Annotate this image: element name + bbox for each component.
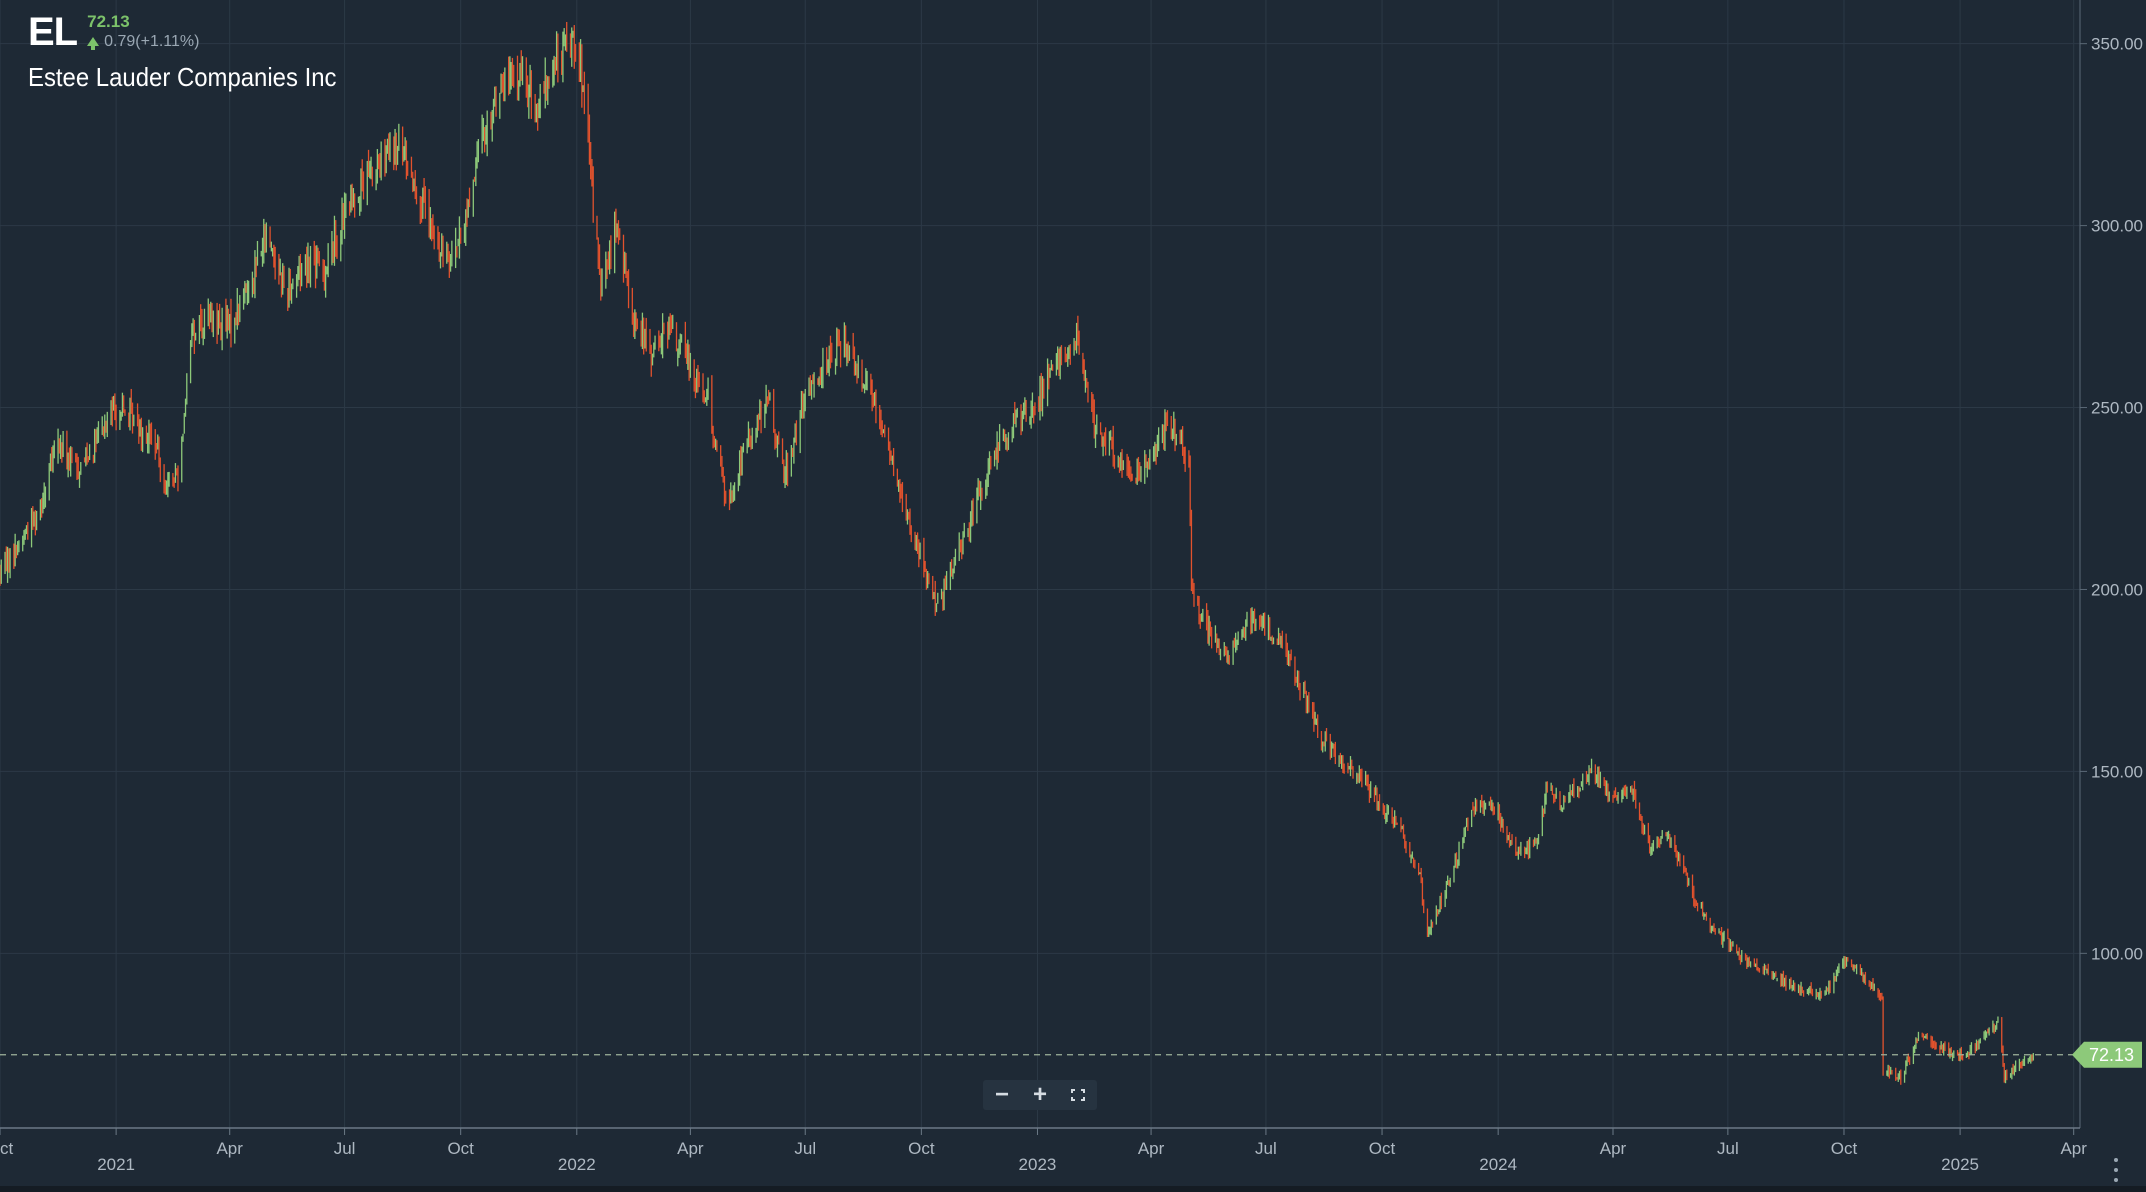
x-tick-label: 2022 [558, 1155, 596, 1174]
fit-screen-icon[interactable] [1061, 1088, 1095, 1102]
x-tick-label: Jul [1255, 1139, 1277, 1158]
price-change: 0.79(+1.11%) [87, 32, 199, 52]
y-tick-label: 150.00 [2091, 762, 2143, 781]
bottom-strip [0, 1186, 2146, 1192]
x-tick-label: Oct [447, 1139, 474, 1158]
x-tick-label: Apr [1138, 1139, 1165, 1158]
x-tick-label: Apr [2060, 1139, 2087, 1158]
last-price-label: 72.13 [2089, 1045, 2134, 1065]
y-tick-label: 350.00 [2091, 35, 2143, 54]
quote-header: EL 72.13 0.79(+1.11%) Estee Lauder Compa… [28, 10, 363, 93]
candlestick-series [0, 21, 2034, 1085]
x-tick-label: Jul [1717, 1139, 1739, 1158]
arrow-up-icon [87, 36, 100, 50]
y-tick-label: 200.00 [2091, 580, 2143, 599]
last-price-tag: 72.13 [2072, 1041, 2142, 1068]
x-tick-label: Apr [1600, 1139, 1627, 1158]
x-tick-label: Oct [1831, 1139, 1858, 1158]
x-tick-label: 2024 [1479, 1155, 1517, 1174]
x-axis: Oct 2021 Apr Jul Oct 2022 Apr Jul Oct 2023 Apr Jul O… [0, 1127, 2087, 1174]
ticker-symbol: EL [28, 10, 78, 54]
zoom-controls: − + [983, 1080, 1097, 1110]
x-tick-label: Apr [216, 1139, 243, 1158]
company-name: Estee Lauder Companies Inc [28, 62, 337, 92]
zoom-out-icon[interactable]: − [994, 1081, 1009, 1108]
chart-grid [0, 0, 2080, 1128]
y-tick-label: 300.00 [2091, 217, 2143, 236]
x-tick-label: Jul [794, 1139, 816, 1158]
x-tick-label: Jul [334, 1139, 356, 1158]
x-tick-label: Apr [677, 1139, 704, 1158]
x-tick-label: Oct [908, 1139, 935, 1158]
y-tick-label: 250.00 [2091, 399, 2143, 418]
quote-summary: 72.13 0.79(+1.11%) [87, 12, 199, 52]
y-axis: 100.00 150.00 200.00 250.00 300.00 350.00 [2079, 0, 2143, 1128]
more-vertical-icon[interactable] [2114, 1158, 2120, 1182]
last-price-tag-bg [2072, 1041, 2142, 1068]
y-tick-label: 100.00 [2091, 944, 2143, 963]
x-tick-label: 2025 [1941, 1155, 1979, 1174]
x-tick-label: Oct [1369, 1139, 1396, 1158]
x-tick-label: 2021 [97, 1155, 135, 1174]
x-tick-label: 2023 [1019, 1155, 1057, 1174]
last-price: 72.13 [87, 12, 130, 31]
zoom-in-icon[interactable]: + [1032, 1081, 1047, 1108]
x-tick-label: Oct [0, 1139, 13, 1158]
price-change-value: 0.79(+1.11%) [104, 33, 200, 50]
